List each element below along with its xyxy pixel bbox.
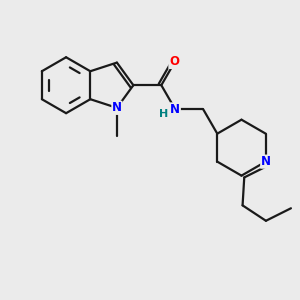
Text: N: N [261, 155, 271, 168]
Text: H: H [159, 109, 168, 119]
Text: O: O [169, 56, 179, 68]
Text: N: N [112, 101, 122, 114]
Text: N: N [170, 103, 180, 116]
